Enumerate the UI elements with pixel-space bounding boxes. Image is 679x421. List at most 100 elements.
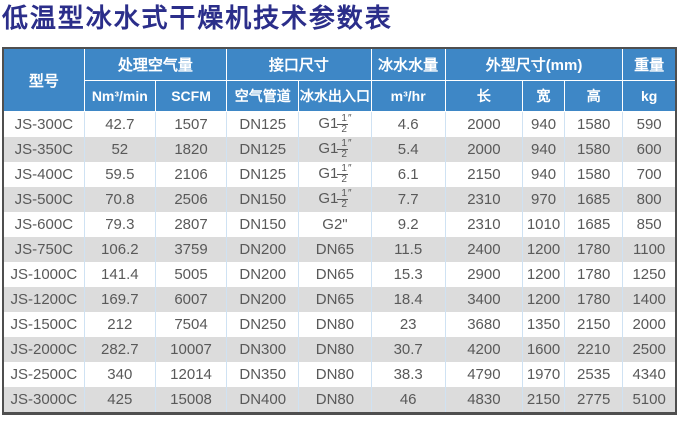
value-cell: 1820 [154, 137, 228, 163]
value-cell: 600 [622, 137, 677, 163]
value-cell: 3680 [444, 312, 523, 338]
value-cell: 46 [370, 387, 446, 414]
value-cell: 15.3 [370, 262, 446, 288]
table-row: JS-300C 42.7 1507 DN125 G1 1 2 ″ 4.6 2000 940 1580 5… [2, 111, 677, 138]
value-cell: 1200 [521, 287, 566, 313]
model-cell: JS-500C [2, 187, 85, 213]
table-row: JS-350C 52 1820 DN125 G1 1 2 ″ 5.4 2000 940 1580 600 [2, 137, 677, 163]
header-dimensions: 外型尺寸(mm) [444, 47, 624, 82]
value-cell: 1010 [521, 212, 566, 238]
value-cell: 1780 [564, 262, 624, 288]
value-cell: 800 [622, 187, 677, 213]
value-cell: 1580 [564, 111, 624, 138]
model-cell: JS-750C [2, 237, 85, 263]
table-row: JS-2000C 282.7 10007 DN300 DN80 30.7 4200 1600 2… [2, 337, 677, 363]
value-cell: 940 [521, 137, 566, 163]
value-cell: 2310 [444, 187, 523, 213]
value-cell: 5005 [154, 262, 228, 288]
value-cell: 590 [622, 111, 677, 138]
value-cell: 2000 [444, 137, 523, 163]
value-cell: 10007 [154, 337, 228, 363]
value-cell: 1100 [622, 237, 677, 263]
value-cell: 1580 [564, 137, 624, 163]
value-cell: 1780 [564, 237, 624, 263]
value-cell: 970 [521, 187, 566, 213]
header-width: 宽 [521, 80, 566, 113]
value-cell: 38.3 [370, 362, 446, 388]
header-ice-water-port: 冰水出入口 [298, 80, 372, 113]
model-cell: JS-2000C [2, 337, 85, 363]
value-cell: 1780 [564, 287, 624, 313]
value-cell: 3400 [444, 287, 523, 313]
header-kg: kg [622, 80, 677, 113]
model-cell: JS-1200C [2, 287, 85, 313]
value-cell: 5100 [622, 387, 677, 414]
value-cell: 12014 [154, 362, 228, 388]
value-cell: 700 [622, 162, 677, 188]
value-cell: DN350 [226, 362, 300, 388]
value-cell: 5.4 [370, 137, 446, 163]
value-cell: 1685 [564, 187, 624, 213]
value-cell: 2310 [444, 212, 523, 238]
value-cell: 141.4 [83, 262, 156, 288]
value-cell: 23 [370, 312, 446, 338]
value-cell: 2106 [154, 162, 228, 188]
value-cell: 2900 [444, 262, 523, 288]
value-cell: 2775 [564, 387, 624, 414]
table-header: 型号 处理空气量 接口尺寸 冰水水量 外型尺寸(mm) 重量 Nm³/min S… [2, 47, 677, 113]
value-cell: 2400 [444, 237, 523, 263]
value-cell: 6007 [154, 287, 228, 313]
value-cell: 940 [521, 162, 566, 188]
value-cell: 2807 [154, 212, 228, 238]
value-cell: 2500 [622, 337, 677, 363]
value-cell: DN80 [298, 362, 372, 388]
model-cell: JS-1000C [2, 262, 85, 288]
value-cell: 1970 [521, 362, 566, 388]
model-cell: JS-300C [2, 111, 85, 138]
model-cell: JS-1500C [2, 312, 85, 338]
value-cell: 9.2 [370, 212, 446, 238]
value-cell: DN65 [298, 237, 372, 263]
value-cell: DN65 [298, 287, 372, 313]
table-row: JS-750C 106.2 3759 DN200 DN65 11.5 2400 1200 178… [2, 237, 677, 263]
value-cell: DN125 [226, 111, 300, 138]
value-cell: 4830 [444, 387, 523, 414]
value-cell: DN400 [226, 387, 300, 414]
table-row: JS-600C 79.3 2807 DN150 G2" 9.2 2310 1010 1685 85… [2, 212, 677, 238]
value-cell: 2000 [444, 111, 523, 138]
value-cell: 52 [83, 137, 156, 163]
value-cell: DN250 [226, 312, 300, 338]
table-row: JS-1500C 212 7504 DN250 DN80 23 3680 1350 2150 20… [2, 312, 677, 338]
value-cell: 7504 [154, 312, 228, 338]
header-connection-size: 接口尺寸 [226, 47, 372, 82]
value-cell: DN200 [226, 262, 300, 288]
value-cell: DN300 [226, 337, 300, 363]
value-cell: 940 [521, 111, 566, 138]
value-cell: DN150 [226, 187, 300, 213]
value-cell: 1350 [521, 312, 566, 338]
value-cell: 3759 [154, 237, 228, 263]
value-cell: 282.7 [83, 337, 156, 363]
value-cell: 2150 [444, 162, 523, 188]
value-cell: DN80 [298, 387, 372, 414]
value-cell: 4790 [444, 362, 523, 388]
value-cell: DN200 [226, 237, 300, 263]
table-row: JS-2500C 340 12014 DN350 DN80 38.3 4790 1970 253… [2, 362, 677, 388]
header-air-volume: 处理空气量 [83, 47, 228, 82]
value-cell: 4340 [622, 362, 677, 388]
model-cell: JS-600C [2, 212, 85, 238]
value-cell: 4200 [444, 337, 523, 363]
spec-table: 型号 处理空气量 接口尺寸 冰水水量 外型尺寸(mm) 重量 Nm³/min S… [2, 47, 677, 416]
header-model: 型号 [2, 47, 85, 113]
value-cell: 2150 [564, 312, 624, 338]
value-cell: G1 1 2 ″ [298, 111, 372, 138]
value-cell: 2150 [521, 387, 566, 414]
value-cell: 30.7 [370, 337, 446, 363]
table-row: JS-1000C 141.4 5005 DN200 DN65 15.3 2900 1200 17… [2, 262, 677, 288]
value-cell: DN150 [226, 212, 300, 238]
model-cell: JS-2500C [2, 362, 85, 388]
value-cell: G1 1 2 ″ [298, 137, 372, 163]
